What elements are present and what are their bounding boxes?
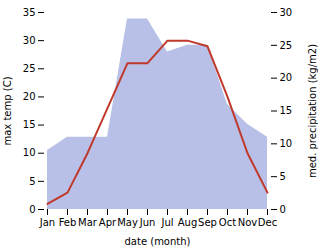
svg-text:med. precipitation (kg/m2): med. precipitation (kg/m2): [307, 44, 318, 178]
svg-text:5: 5: [280, 171, 286, 182]
svg-text:10: 10: [23, 147, 36, 158]
svg-text:20: 20: [23, 91, 36, 102]
svg-text:10: 10: [280, 138, 293, 149]
svg-text:Jun: Jun: [139, 217, 156, 228]
svg-text:Aug: Aug: [178, 217, 198, 228]
svg-text:25: 25: [280, 40, 293, 51]
svg-text:Dec: Dec: [258, 217, 277, 228]
svg-text:Oct: Oct: [219, 217, 236, 228]
svg-text:max temp (C): max temp (C): [2, 76, 13, 145]
svg-text:Jan: Jan: [39, 217, 55, 228]
svg-text:5: 5: [29, 176, 35, 187]
svg-text:Sep: Sep: [198, 217, 217, 228]
svg-text:20: 20: [280, 72, 293, 83]
svg-text:Feb: Feb: [59, 217, 77, 228]
svg-text:Jul: Jul: [160, 217, 173, 228]
svg-text:30: 30: [23, 35, 36, 46]
svg-text:15: 15: [23, 119, 36, 130]
svg-text:Mar: Mar: [78, 217, 98, 228]
svg-text:25: 25: [23, 63, 36, 74]
svg-text:35: 35: [23, 7, 36, 18]
svg-text:May: May: [117, 217, 138, 228]
svg-text:0: 0: [29, 204, 35, 215]
svg-text:15: 15: [280, 105, 293, 116]
svg-text:0: 0: [280, 204, 286, 215]
svg-text:Apr: Apr: [99, 217, 117, 228]
svg-text:30: 30: [280, 7, 293, 18]
svg-text:date (month): date (month): [125, 236, 191, 247]
svg-text:Nov: Nov: [238, 217, 258, 228]
